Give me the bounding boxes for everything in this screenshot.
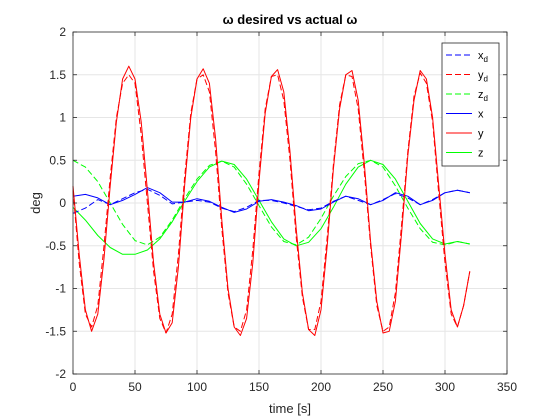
y-tick-label: 0 bbox=[59, 196, 66, 210]
y-tick-label: 1.5 bbox=[49, 68, 66, 82]
x-tick-label: 250 bbox=[373, 380, 393, 394]
legend-label: xd bbox=[478, 50, 488, 64]
series-line-z bbox=[72, 159, 470, 255]
y-axis-label: deg bbox=[28, 192, 43, 214]
y-tick-label: 1 bbox=[59, 111, 66, 125]
legend-label: y bbox=[478, 128, 484, 140]
legend-box bbox=[441, 42, 500, 167]
y-tick-label: -1.5 bbox=[45, 324, 66, 338]
legend: xd yd zd xyz bbox=[441, 42, 500, 167]
legend-label: zd bbox=[478, 89, 488, 103]
chart-title: ω desired vs actual ω bbox=[223, 12, 358, 27]
x-tick-label: 350 bbox=[497, 380, 517, 394]
series-line-z-d bbox=[72, 159, 470, 246]
x-tick-label: 300 bbox=[435, 380, 455, 394]
x-tick-label: 200 bbox=[311, 380, 331, 394]
legend-label: yd bbox=[478, 70, 488, 84]
x-tick-label: 0 bbox=[70, 380, 77, 394]
y-tick-label: -1 bbox=[55, 282, 66, 296]
y-tick-label: -0.5 bbox=[45, 239, 66, 253]
legend-label: z bbox=[478, 148, 484, 160]
series-line-y bbox=[72, 65, 471, 336]
x-tick-label: 150 bbox=[249, 380, 269, 394]
y-tick-label: 2 bbox=[59, 25, 66, 39]
y-tick-label: 0.5 bbox=[49, 153, 66, 167]
series-layer bbox=[72, 65, 471, 336]
x-tick-label: 50 bbox=[128, 380, 142, 394]
y-tick-label: -2 bbox=[55, 367, 66, 381]
x-axis-label: time [s] bbox=[269, 401, 311, 416]
x-tick-label: 100 bbox=[187, 380, 207, 394]
axis-ticks: 0 50 100 150 200 250 300 350 -2 -1.5 -1 -0.5 0 0.5 1 1.… bbox=[45, 25, 517, 394]
legend-label: x bbox=[478, 109, 484, 121]
